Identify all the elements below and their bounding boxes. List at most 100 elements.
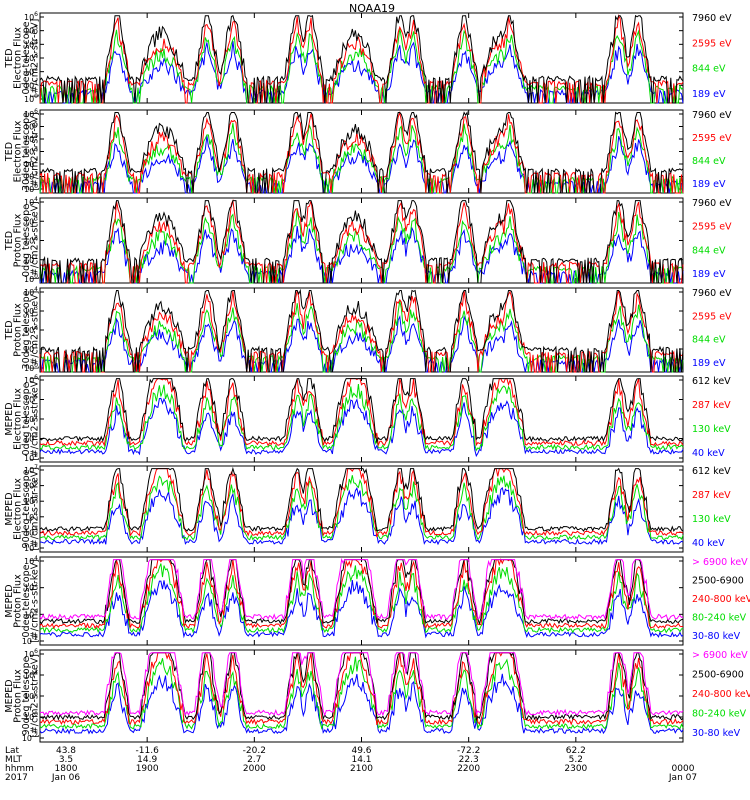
y-tick-label: 102: [24, 582, 38, 593]
y-tick-label: 106: [24, 11, 38, 22]
footer-value: -72.2: [457, 746, 480, 756]
y-tick-label: 100: [24, 362, 38, 373]
footer-value: 14.9: [137, 755, 157, 765]
series-line: [39, 466, 684, 533]
series-line: [39, 652, 684, 726]
legend-entry: 80-240 keV: [692, 613, 747, 624]
y-tick-label: 103: [24, 433, 38, 444]
y-tick-label: 104: [24, 286, 38, 297]
legend-entry: 2595 eV: [692, 133, 732, 144]
y-tick-label: 103: [24, 52, 38, 63]
footer-row-label: 2017: [5, 773, 28, 783]
legend-entry: > 6900 keV: [692, 650, 748, 661]
footer-value: 2200: [457, 764, 480, 774]
legend-entry: 7960 eV: [692, 198, 732, 209]
legend-entry: 240-800 keV: [692, 689, 750, 700]
legend-entry: 844 eV: [692, 156, 726, 167]
series-line: [39, 656, 684, 731]
legend-entry: 2500-6900: [692, 576, 744, 587]
legend-entry: 189 eV: [692, 89, 726, 100]
footer-value: 1800: [55, 764, 78, 774]
plot-frame: [39, 197, 684, 284]
y-tick-label: 100: [24, 93, 38, 104]
series-line: [39, 563, 684, 634]
y-tick-label: 10-2: [22, 732, 38, 743]
footer-value: -20.2: [243, 746, 266, 756]
series-line: [39, 558, 684, 630]
legend-entry: 240-800 keV: [692, 594, 750, 605]
legend-entry: 844 eV: [692, 245, 726, 256]
legend-entry: 844 eV: [692, 335, 726, 346]
footer-value: 2.7: [247, 755, 261, 765]
y-tick-label: 106: [24, 480, 38, 491]
footer-row-label: MLT: [5, 755, 23, 765]
y-tick-label: 102: [24, 158, 38, 169]
series-line: [39, 135, 684, 194]
footer-value: 1900: [136, 764, 159, 774]
legend-entry: 844 eV: [692, 64, 726, 75]
figure-title: NOAA19: [349, 2, 395, 15]
legend-entry: 2595 eV: [692, 311, 732, 322]
y-axis-label: MEPEDElectron Flux90deg telescope[#/cm2-…: [4, 467, 41, 551]
footer-value: 49.6: [351, 746, 371, 756]
legend-entry: > 6900 keV: [692, 557, 748, 568]
legend-entry: 7960 eV: [692, 288, 732, 299]
plot-frame: [39, 12, 684, 104]
y-tick-label: 100: [24, 183, 38, 194]
y-axis-label: TEDElectron Flux0deg telescope[#/cm2-s-s…: [4, 19, 41, 98]
y-tick-label: 103: [24, 146, 38, 157]
footer-row-label: Lat: [5, 746, 20, 756]
y-tick-label: 103: [24, 215, 38, 226]
series-line: [39, 13, 684, 104]
legend-entry: 40 keV: [692, 538, 725, 549]
footer-value: 43.8: [56, 746, 76, 756]
y-axis-label: TEDProton Flux0deg telescope[#/cm2-s-str…: [4, 201, 41, 280]
series-line: [39, 397, 684, 458]
legend-entry: 7960 eV: [692, 110, 732, 121]
legend-entry: 2500-6900: [692, 670, 744, 681]
y-tick-label: 103: [24, 305, 38, 316]
footer-value: 2100: [350, 764, 373, 774]
y-tick-label: 105: [24, 25, 38, 36]
series-line: [39, 209, 684, 284]
footer-row-label: hhmm: [5, 764, 34, 774]
footer-value: 0000: [672, 764, 695, 774]
series-line: [39, 384, 684, 452]
y-axis-label: TEDElectron Flux30deg telescope[#/cm2-s-…: [4, 112, 41, 191]
series-line: [39, 290, 684, 373]
footer-value: Jan 06: [51, 773, 80, 783]
y-tick-label: 102: [24, 66, 38, 77]
footer-value: -11.6: [136, 746, 160, 756]
y-tick-label: 106: [24, 108, 38, 119]
legend-entry: 7960 eV: [692, 13, 732, 24]
series-line: [39, 14, 684, 104]
y-tick-label: 102: [24, 690, 38, 701]
y-tick-label: 105: [24, 394, 38, 405]
series-line: [39, 486, 684, 546]
y-tick-label: 101: [24, 79, 38, 90]
series-line: [39, 122, 683, 194]
y-tick-label: 100: [24, 608, 38, 619]
y-tick-label: 104: [24, 669, 38, 680]
legend-entry: 30-80 keV: [692, 631, 741, 642]
series-line: [39, 557, 684, 621]
y-tick-label: 101: [24, 254, 38, 265]
legend-entry: 189 eV: [692, 358, 726, 369]
y-tick-label: 104: [24, 196, 38, 207]
series-line: [39, 200, 684, 284]
footer-value: 5.2: [569, 755, 583, 765]
legend-entry: 130 keV: [692, 514, 731, 525]
legend-entry: 40 keV: [692, 448, 725, 459]
y-tick-label: 101: [24, 171, 38, 182]
footer-value: 2000: [243, 764, 266, 774]
legend-entry: 189 eV: [692, 179, 726, 190]
y-tick-label: 104: [24, 555, 38, 566]
footer-value: 22.3: [459, 755, 479, 765]
